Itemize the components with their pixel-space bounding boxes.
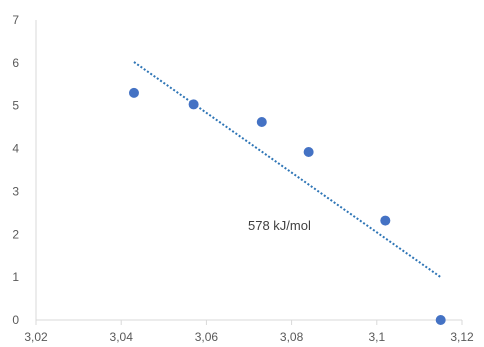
x-tick-label: 3,1 <box>368 330 385 344</box>
data-point <box>303 147 314 157</box>
y-tick-label: 1 <box>12 270 19 284</box>
chart-annotation: 578 kJ/mol <box>248 218 311 233</box>
x-tick-label: 3,06 <box>195 330 219 344</box>
data-point <box>435 315 446 325</box>
x-tick-label: 3,04 <box>110 330 134 344</box>
x-tick-label: 3,02 <box>24 330 48 344</box>
y-axis-tick-labels: 0 1 2 3 4 5 6 7 <box>12 13 19 327</box>
trendline-group <box>133 61 442 278</box>
y-tick-label: 7 <box>12 13 19 27</box>
x-tick-label: 3,12 <box>450 330 474 344</box>
x-axis-tick-labels: 3,02 3,04 3,06 3,08 3,1 3,12 <box>24 330 474 344</box>
trendline <box>133 61 442 278</box>
y-tick-label: 3 <box>12 184 19 198</box>
data-point <box>380 215 391 226</box>
chart-axes <box>35 20 463 325</box>
data-point <box>188 99 199 110</box>
x-tick-label: 3,08 <box>280 330 304 344</box>
y-tick-label: 4 <box>12 142 19 156</box>
y-tick-label: 6 <box>12 56 19 70</box>
y-tick-label: 0 <box>12 313 19 327</box>
y-tick-label: 2 <box>12 227 19 241</box>
data-point <box>256 117 267 127</box>
data-points <box>128 87 446 325</box>
data-point <box>128 87 139 98</box>
y-tick-label: 5 <box>12 99 19 113</box>
